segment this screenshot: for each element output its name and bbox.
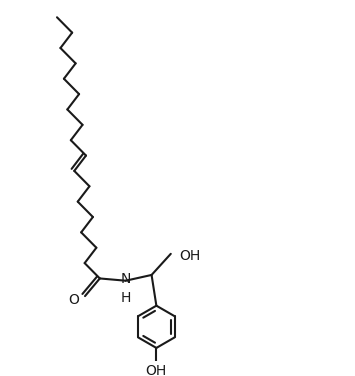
Text: H: H [120, 291, 131, 305]
Text: O: O [68, 293, 79, 307]
Text: OH: OH [146, 364, 167, 376]
Text: OH: OH [179, 249, 201, 263]
Text: N: N [120, 272, 131, 286]
